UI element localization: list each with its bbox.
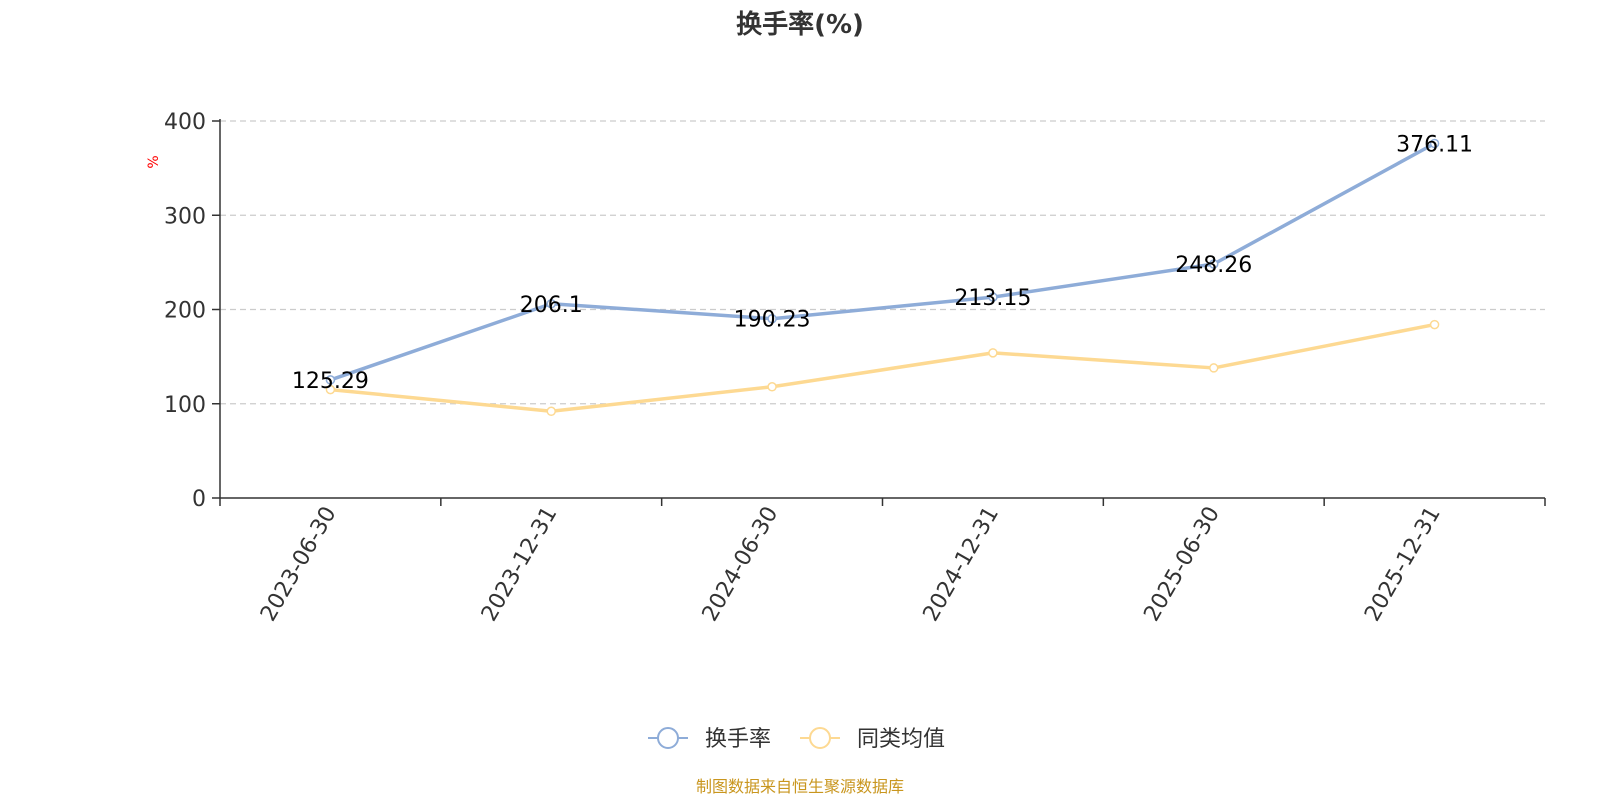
y-tick-label: 200 [164, 299, 206, 324]
x-tick-label: 2023-06-30 [256, 503, 342, 626]
data-source-note: 制图数据来自恒生聚源数据库 [696, 777, 904, 796]
x-tick-label: 2025-12-31 [1360, 503, 1446, 626]
legend-label-peer-average: 同类均值 [857, 727, 945, 752]
series-0-point[interactable] [325, 375, 336, 385]
legend-item-peer-average[interactable]: 同类均值 [800, 727, 945, 752]
data-label: 190.23 [734, 308, 811, 333]
x-tick-label: 2024-12-31 [919, 503, 1005, 626]
series-1-point[interactable] [1209, 363, 1219, 373]
y-tick-label: 300 [164, 204, 206, 229]
legend-marker-peer-average [809, 727, 831, 749]
series-line-0[interactable] [328, 141, 1437, 382]
series-1-point[interactable] [767, 382, 777, 392]
legend-marker-turnover [657, 727, 679, 749]
data-label: 248.26 [1175, 253, 1252, 278]
x-tick-label: 2023-12-31 [477, 503, 563, 626]
data-label: 213.15 [954, 286, 1031, 311]
y-tick-label: 0 [192, 487, 206, 512]
series-0-point[interactable] [767, 313, 777, 324]
series-1-point[interactable] [988, 348, 998, 358]
axes: 0 100 200 300 400 2023-06-30 2023-12-31 2024-06… [164, 110, 1546, 626]
series-lines [325, 138, 1440, 417]
legend-item-turnover[interactable]: 换手率 [648, 727, 771, 752]
legend: 换手率 同类均值 [648, 727, 945, 752]
x-tick-label: 2024-06-30 [698, 503, 784, 626]
y-tick-label: 400 [164, 110, 206, 135]
data-labels: 125.29 206.1 190.23 213.15 248.26 376.11 [292, 133, 1473, 394]
series-0-point[interactable] [546, 299, 556, 309]
legend-label-turnover: 换手率 [705, 727, 771, 752]
data-label: 125.29 [292, 369, 369, 394]
series-0-point[interactable] [988, 292, 998, 302]
series-1-point[interactable] [1429, 319, 1440, 330]
chart-title: 换手率(%) [736, 9, 864, 40]
x-tick-label: 2025-06-30 [1139, 503, 1225, 626]
y-tick-label: 100 [164, 393, 206, 418]
y-axis-unit-label: % [146, 155, 162, 168]
grid-lines [220, 120, 1545, 405]
series-1-point[interactable] [325, 384, 336, 395]
data-label: 206.1 [520, 293, 583, 318]
data-label: 376.11 [1396, 133, 1473, 158]
series-line-1[interactable] [328, 322, 1437, 414]
series-0-point[interactable] [1209, 259, 1219, 269]
series-0-point[interactable] [1429, 138, 1440, 149]
series-1-point[interactable] [546, 406, 556, 417]
